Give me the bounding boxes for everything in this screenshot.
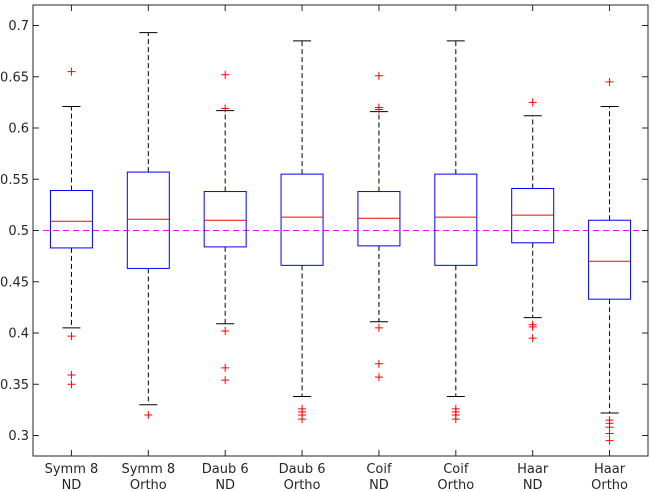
x-tick-label-line2: ND bbox=[62, 478, 82, 491]
x-tick-label-line1: Daub 6 bbox=[279, 462, 326, 477]
interquartile-box bbox=[203, 191, 247, 248]
outlier-marker bbox=[221, 376, 230, 385]
x-tick-label-line2: ND bbox=[523, 478, 543, 491]
box-layer bbox=[49, 32, 632, 445]
outlier-marker bbox=[374, 359, 383, 368]
outlier-marker bbox=[528, 98, 537, 107]
box-group bbox=[203, 70, 247, 385]
y-tick-label: 0.55 bbox=[0, 173, 29, 188]
outlier-marker bbox=[374, 71, 383, 80]
x-tick-label-line2: ND bbox=[369, 478, 389, 491]
x-tick-label-line1: Coif bbox=[366, 462, 392, 477]
box-group bbox=[280, 40, 324, 424]
box-group bbox=[126, 32, 170, 419]
y-tick-label: 0.6 bbox=[8, 122, 29, 137]
outlier-marker bbox=[67, 380, 76, 389]
interquartile-box bbox=[588, 219, 632, 300]
x-tick-label-line1: Symm 8 bbox=[45, 462, 99, 477]
x-tick-label-line1: Symm 8 bbox=[121, 462, 175, 477]
outlier-marker bbox=[67, 67, 76, 76]
y-tick-label: 0.3 bbox=[8, 429, 29, 444]
x-tick-label-line2: Ortho bbox=[284, 478, 321, 491]
interquartile-box bbox=[280, 173, 324, 266]
outlier-marker bbox=[221, 363, 230, 372]
outlier-marker bbox=[221, 70, 230, 79]
interquartile-box bbox=[357, 191, 401, 247]
y-tick-label: 0.5 bbox=[8, 224, 29, 239]
outlier-marker bbox=[605, 436, 614, 445]
box-group bbox=[357, 71, 401, 382]
outlier-marker bbox=[221, 326, 230, 335]
outlier-marker bbox=[605, 429, 614, 438]
x-tick-label-line2: Ortho bbox=[437, 478, 474, 491]
x-tick-label-line2: Ortho bbox=[591, 478, 628, 491]
interquartile-box bbox=[511, 187, 555, 244]
x-tick-label-line2: Ortho bbox=[130, 478, 167, 491]
outlier-marker bbox=[374, 373, 383, 382]
x-tick-label-line2: ND bbox=[215, 478, 235, 491]
x-tick-label-line1: Coif bbox=[443, 462, 469, 477]
outlier-marker bbox=[528, 334, 537, 343]
y-tick-label: 0.35 bbox=[0, 378, 29, 393]
y-tick-label: 0.45 bbox=[0, 275, 29, 290]
box-group bbox=[511, 98, 555, 343]
y-tick-label: 0.7 bbox=[8, 19, 29, 34]
outlier-marker bbox=[67, 332, 76, 341]
outlier-marker bbox=[528, 322, 537, 331]
x-tick-label-line1: Daub 6 bbox=[202, 462, 249, 477]
y-tick-label: 0.4 bbox=[8, 327, 29, 342]
box-group bbox=[434, 40, 478, 424]
outlier-marker bbox=[451, 415, 460, 424]
interquartile-box bbox=[434, 173, 478, 266]
x-tick-label-line1: Haar bbox=[594, 462, 626, 477]
outlier-marker bbox=[144, 411, 153, 419]
box-group bbox=[588, 77, 632, 445]
interquartile-box bbox=[126, 171, 170, 269]
outlier-marker bbox=[374, 323, 383, 332]
outlier-marker bbox=[374, 105, 383, 114]
outlier-marker bbox=[298, 415, 307, 424]
outlier-marker bbox=[605, 77, 614, 86]
outlier-marker bbox=[67, 371, 76, 380]
box-group bbox=[49, 67, 93, 389]
x-tick-label-line1: Haar bbox=[517, 462, 549, 477]
y-tick-label: 0.65 bbox=[0, 70, 29, 85]
outlier-marker bbox=[221, 104, 230, 113]
interquartile-box bbox=[49, 190, 93, 249]
